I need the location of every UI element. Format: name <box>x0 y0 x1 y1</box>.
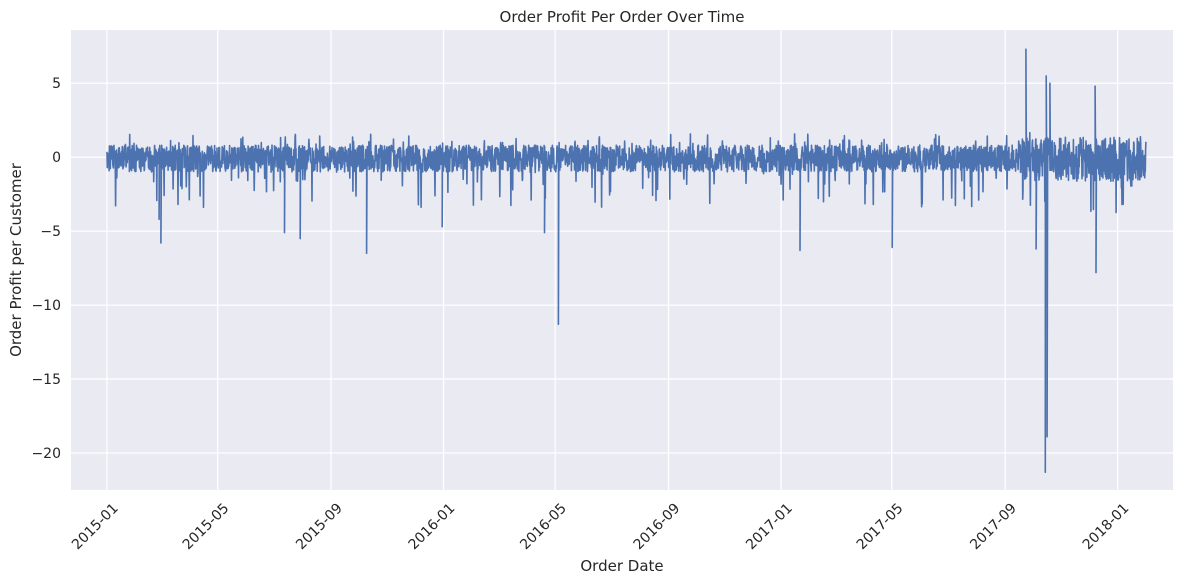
x-tick-label: 2017-09 <box>967 500 1020 553</box>
x-tick-label: 2018-01 <box>1080 500 1133 553</box>
y-tick-label: −5 <box>40 224 61 240</box>
x-tick-label: 2016-05 <box>517 500 570 553</box>
plot-background <box>71 30 1173 490</box>
y-tick-label: −10 <box>31 298 61 314</box>
x-tick-label: 2017-05 <box>854 500 907 553</box>
y-tick-label: −20 <box>31 446 61 462</box>
y-tick-label: 5 <box>52 76 61 92</box>
x-axis-ticks: 2015-01 2015-05 2015-09 2016-01 2016-05 2016-… <box>69 500 1132 553</box>
chart-title: Order Profit Per Order Over Time <box>500 8 745 26</box>
x-axis-title: Order Date <box>580 557 663 575</box>
x-tick-label: 2015-01 <box>69 500 122 553</box>
y-axis-ticks: 5 0 −5 −10 −15 −20 <box>31 76 61 462</box>
series-line <box>106 48 1147 474</box>
x-tick-label: 2016-09 <box>631 500 684 553</box>
y-tick-label: 0 <box>52 150 61 166</box>
x-tick-label: 2016-01 <box>406 500 459 553</box>
series-line-group <box>106 48 1147 474</box>
x-tick-label: 2015-05 <box>180 500 233 553</box>
x-tick-label: 2017-01 <box>743 500 796 553</box>
x-tick-label: 2015-09 <box>293 500 346 553</box>
y-tick-label: −15 <box>31 372 61 388</box>
y-axis-title: Order Profit per Customer <box>7 162 25 357</box>
